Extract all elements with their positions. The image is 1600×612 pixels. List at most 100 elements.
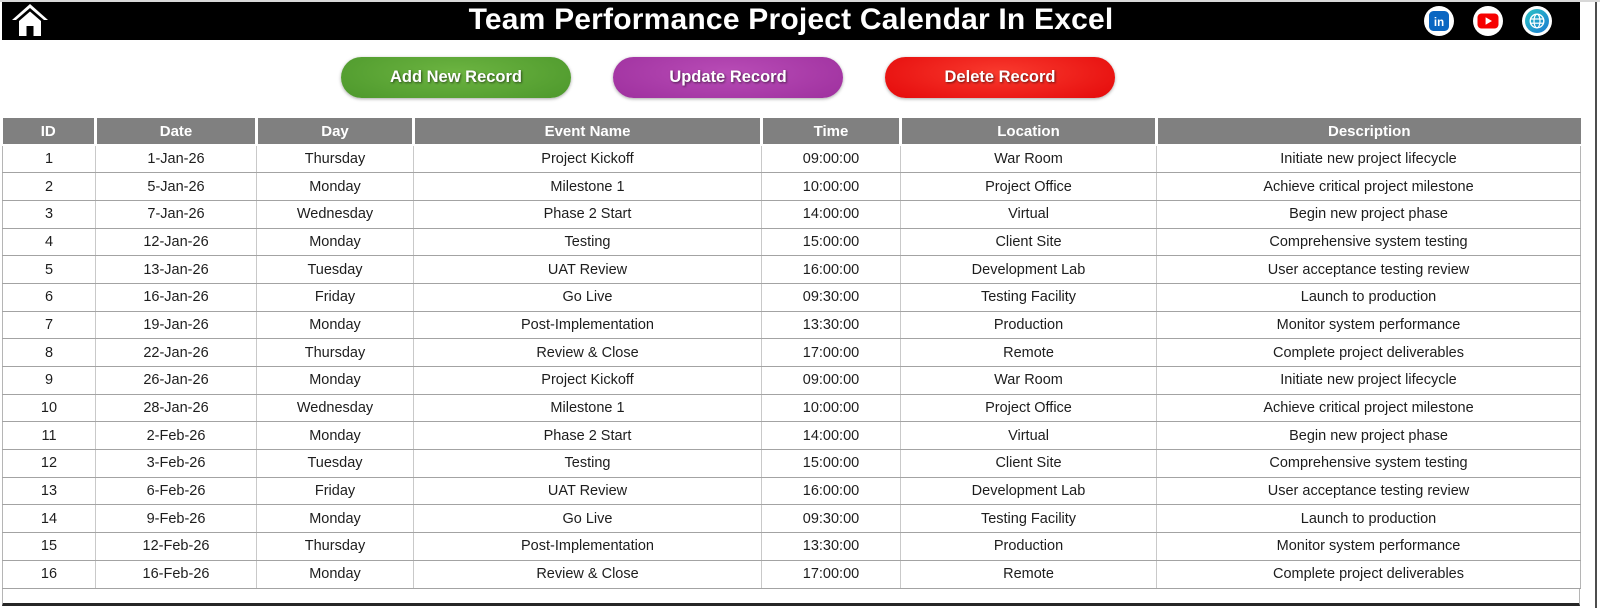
cell-description[interactable]: Achieve critical project milestone xyxy=(1156,394,1581,423)
cell-description[interactable]: User acceptance testing review xyxy=(1156,255,1581,284)
cell-id[interactable]: 14 xyxy=(2,504,96,534)
cell-date[interactable]: 5-Jan-26 xyxy=(95,172,257,201)
cell-event-name[interactable]: Go Live xyxy=(413,283,762,312)
cell-time[interactable]: 10:00:00 xyxy=(761,394,901,423)
cell-time[interactable]: 09:30:00 xyxy=(761,504,901,534)
cell-time[interactable]: 14:00:00 xyxy=(761,200,901,229)
cell-location[interactable]: Project Office xyxy=(900,172,1157,201)
cell-description[interactable]: Comprehensive system testing xyxy=(1156,449,1581,478)
cell-location[interactable]: Project Office xyxy=(900,394,1157,423)
cell-date[interactable]: 6-Feb-26 xyxy=(95,477,257,506)
cell-id[interactable]: 16 xyxy=(2,560,96,589)
cell-id[interactable]: 2 xyxy=(2,172,96,201)
cell-id[interactable]: 1 xyxy=(2,145,96,174)
cell-description[interactable]: Comprehensive system testing xyxy=(1156,228,1581,257)
cell-description[interactable]: Begin new project phase xyxy=(1156,200,1581,229)
cell-time[interactable]: 13:30:00 xyxy=(761,311,901,340)
cell-description[interactable]: Complete project deliverables xyxy=(1156,560,1581,589)
cell-date[interactable]: 22-Jan-26 xyxy=(95,338,257,367)
cell-id[interactable]: 11 xyxy=(2,421,96,451)
cell-time[interactable]: 09:30:00 xyxy=(761,283,901,312)
cell-location[interactable]: War Room xyxy=(900,145,1157,174)
cell-event-name[interactable]: Review & Close xyxy=(413,338,762,367)
cell-time[interactable]: 13:30:00 xyxy=(761,532,901,561)
youtube-icon[interactable] xyxy=(1473,6,1503,36)
cell-event-name[interactable]: UAT Review xyxy=(413,477,762,506)
cell-description[interactable]: User acceptance testing review xyxy=(1156,477,1581,506)
cell-day[interactable]: Thursday xyxy=(256,532,414,561)
cell-id[interactable]: 5 xyxy=(2,255,96,284)
cell-id[interactable]: 4 xyxy=(2,228,96,257)
cell-date[interactable]: 26-Jan-26 xyxy=(95,366,257,395)
cell-location[interactable]: Virtual xyxy=(900,200,1157,229)
cell-time[interactable]: 10:00:00 xyxy=(761,172,901,201)
cell-day[interactable]: Monday xyxy=(256,228,414,257)
cell-event-name[interactable]: Post-Implementation xyxy=(413,532,762,561)
cell-date[interactable]: 7-Jan-26 xyxy=(95,200,257,229)
cell-day[interactable]: Tuesday xyxy=(256,255,414,284)
cell-day[interactable]: Friday xyxy=(256,283,414,312)
linkedin-icon[interactable]: in xyxy=(1424,6,1454,36)
cell-id[interactable]: 7 xyxy=(2,311,96,340)
update-record-button[interactable]: Update Record xyxy=(613,57,843,98)
cell-id[interactable]: 8 xyxy=(2,338,96,367)
cell-event-name[interactable]: UAT Review xyxy=(413,255,762,284)
cell-time[interactable]: 15:00:00 xyxy=(761,228,901,257)
cell-location[interactable]: Testing Facility xyxy=(900,283,1157,312)
cell-location[interactable]: Virtual xyxy=(900,421,1157,451)
cell-id[interactable]: 10 xyxy=(2,394,96,423)
cell-date[interactable]: 1-Jan-26 xyxy=(95,145,257,174)
cell-location[interactable]: Testing Facility xyxy=(900,504,1157,534)
cell-time[interactable]: 09:00:00 xyxy=(761,145,901,174)
cell-event-name[interactable]: Testing xyxy=(413,228,762,257)
cell-description[interactable]: Monitor system performance xyxy=(1156,311,1581,340)
cell-time[interactable]: 09:00:00 xyxy=(761,366,901,395)
cell-day[interactable]: Monday xyxy=(256,172,414,201)
cell-date[interactable]: 12-Jan-26 xyxy=(95,228,257,257)
cell-description[interactable]: Initiate new project lifecycle xyxy=(1156,145,1581,174)
website-globe-icon[interactable] xyxy=(1522,6,1552,36)
cell-date[interactable]: 13-Jan-26 xyxy=(95,255,257,284)
cell-event-name[interactable]: Testing xyxy=(413,449,762,478)
empty-sheet-row[interactable] xyxy=(2,588,1580,606)
cell-day[interactable]: Monday xyxy=(256,366,414,395)
cell-description[interactable]: Complete project deliverables xyxy=(1156,338,1581,367)
cell-id[interactable]: 12 xyxy=(2,449,96,478)
cell-day[interactable]: Thursday xyxy=(256,145,414,174)
cell-day[interactable]: Friday xyxy=(256,477,414,506)
cell-date[interactable]: 12-Feb-26 xyxy=(95,532,257,561)
cell-location[interactable]: Remote xyxy=(900,560,1157,589)
cell-day[interactable]: Monday xyxy=(256,504,414,534)
cell-day[interactable]: Monday xyxy=(256,421,414,451)
cell-day[interactable]: Wednesday xyxy=(256,394,414,423)
cell-event-name[interactable]: Milestone 1 xyxy=(413,172,762,201)
cell-event-name[interactable]: Review & Close xyxy=(413,560,762,589)
cell-event-name[interactable]: Phase 2 Start xyxy=(413,421,762,451)
cell-id[interactable]: 13 xyxy=(2,477,96,506)
cell-time[interactable]: 17:00:00 xyxy=(761,560,901,589)
home-button[interactable] xyxy=(11,4,49,38)
cell-time[interactable]: 14:00:00 xyxy=(761,421,901,451)
cell-event-name[interactable]: Project Kickoff xyxy=(413,145,762,174)
cell-date[interactable]: 2-Feb-26 xyxy=(95,421,257,451)
cell-id[interactable]: 15 xyxy=(2,532,96,561)
add-new-record-button[interactable]: Add New Record xyxy=(341,57,571,98)
cell-day[interactable]: Thursday xyxy=(256,338,414,367)
cell-time[interactable]: 17:00:00 xyxy=(761,338,901,367)
cell-day[interactable]: Monday xyxy=(256,311,414,340)
cell-event-name[interactable]: Project Kickoff xyxy=(413,366,762,395)
cell-location[interactable]: War Room xyxy=(900,366,1157,395)
cell-date[interactable]: 16-Jan-26 xyxy=(95,283,257,312)
cell-event-name[interactable]: Phase 2 Start xyxy=(413,200,762,229)
cell-location[interactable]: Production xyxy=(900,311,1157,340)
cell-location[interactable]: Remote xyxy=(900,338,1157,367)
cell-event-name[interactable]: Post-Implementation xyxy=(413,311,762,340)
cell-date[interactable]: 9-Feb-26 xyxy=(95,504,257,534)
cell-description[interactable]: Launch to production xyxy=(1156,283,1581,312)
delete-record-button[interactable]: Delete Record xyxy=(885,57,1115,98)
cell-location[interactable]: Production xyxy=(900,532,1157,561)
cell-id[interactable]: 6 xyxy=(2,283,96,312)
cell-location[interactable]: Client Site xyxy=(900,449,1157,478)
cell-date[interactable]: 16-Feb-26 xyxy=(95,560,257,589)
cell-description[interactable]: Initiate new project lifecycle xyxy=(1156,366,1581,395)
